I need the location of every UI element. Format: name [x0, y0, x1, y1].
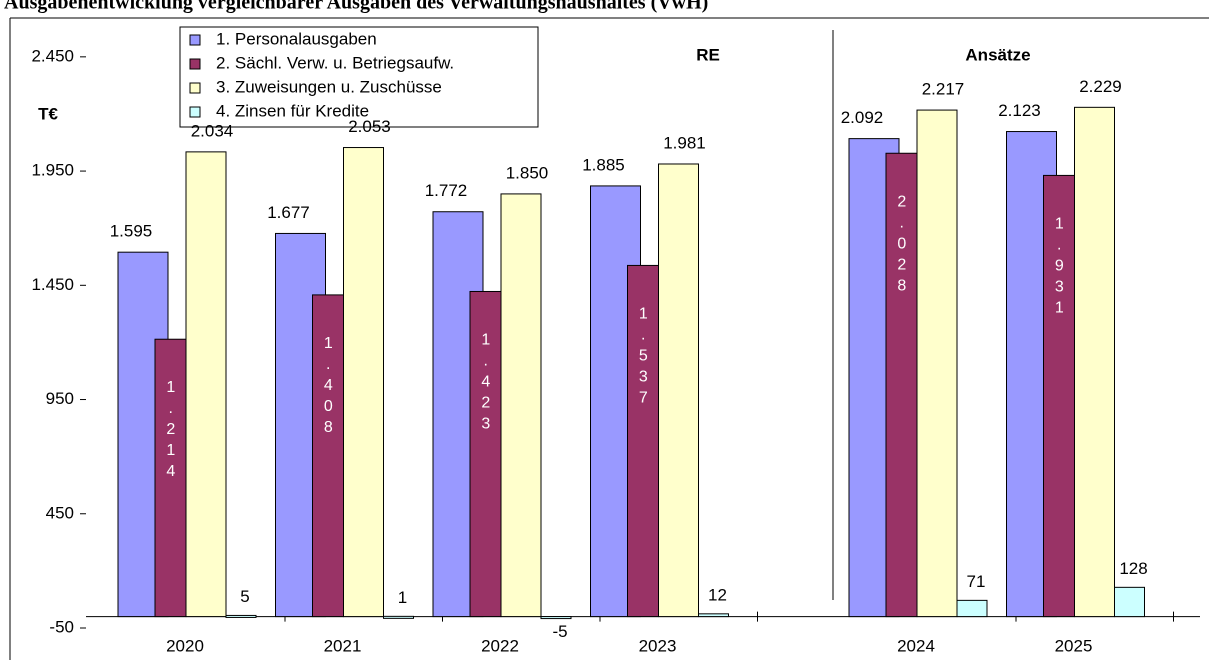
data-label: 1.885 — [582, 155, 625, 174]
data-label: 2.034 — [191, 121, 234, 140]
legend-swatch — [189, 106, 201, 118]
bar — [627, 264, 659, 618]
legend-swatch — [189, 82, 201, 94]
data-label: 1.408 — [320, 335, 337, 440]
annotation: RE — [696, 45, 720, 64]
y-tick-label: 950 — [46, 389, 74, 408]
bar — [185, 151, 227, 618]
annotation: Ansätze — [965, 45, 1030, 64]
data-label: 1.537 — [635, 305, 652, 410]
y-tick-label: 2.450 — [31, 46, 74, 65]
bar — [1074, 106, 1115, 618]
y-axis-label: T€ — [38, 104, 58, 123]
bar — [383, 615, 414, 619]
bar — [540, 616, 572, 620]
data-label: 1.772 — [425, 181, 468, 200]
data-label: 1.931 — [1051, 215, 1068, 320]
bar — [956, 599, 988, 618]
data-label: 1.423 — [477, 331, 494, 436]
bar — [658, 163, 699, 618]
legend-swatch — [189, 34, 201, 46]
bar — [343, 147, 384, 618]
x-tick-label: 2024 — [897, 636, 935, 655]
data-label: 2.028 — [893, 193, 910, 298]
x-tick-label: 2023 — [639, 636, 677, 655]
data-label: 2.053 — [348, 117, 391, 136]
y-tick-label: -50 — [49, 617, 74, 636]
bar — [312, 294, 344, 618]
legend-label: 2. Sächl. Verw. u. Betriegsaufw. — [216, 53, 454, 72]
data-label: 2.217 — [922, 80, 965, 99]
bar — [500, 193, 542, 618]
data-label: 128 — [1119, 559, 1147, 578]
legend — [179, 26, 539, 128]
bar — [469, 290, 502, 618]
data-label: 71 — [967, 572, 986, 591]
chart-title: Ausgabenentwicklung vergleichbarer Ausga… — [4, 0, 708, 14]
legend-label: 1. Personalausgaben — [216, 29, 377, 48]
data-label: 2.229 — [1079, 77, 1122, 96]
bar — [916, 109, 958, 618]
data-label: 1.981 — [663, 133, 706, 152]
data-label: 2.092 — [841, 108, 884, 127]
y-tick-label: 1.450 — [31, 275, 74, 294]
legend-label: 4. Zinsen für Kredite — [216, 101, 369, 120]
data-label: 1.677 — [267, 203, 310, 222]
y-tick-label: 1.950 — [31, 161, 74, 180]
data-label: 5 — [240, 587, 249, 606]
x-tick-label: 2025 — [1055, 636, 1093, 655]
legend-swatch — [189, 58, 201, 70]
y-tick-label: 450 — [46, 503, 74, 522]
data-label: 1.850 — [506, 163, 549, 182]
data-label: 1 — [398, 588, 407, 607]
data-label: 2.123 — [998, 101, 1041, 120]
bar — [225, 614, 257, 618]
bar — [154, 338, 187, 618]
data-label: -5 — [552, 622, 567, 641]
legend-label: 3. Zuweisungen u. Zuschüsse — [216, 77, 442, 96]
data-label: 12 — [708, 585, 727, 604]
bar — [698, 613, 729, 618]
bar — [1114, 586, 1145, 618]
data-label: 1.595 — [110, 222, 153, 241]
data-label: 1.214 — [162, 379, 179, 484]
x-tick-label: 2020 — [166, 636, 204, 655]
x-tick-label: 2022 — [481, 636, 519, 655]
x-tick-label: 2021 — [324, 636, 362, 655]
